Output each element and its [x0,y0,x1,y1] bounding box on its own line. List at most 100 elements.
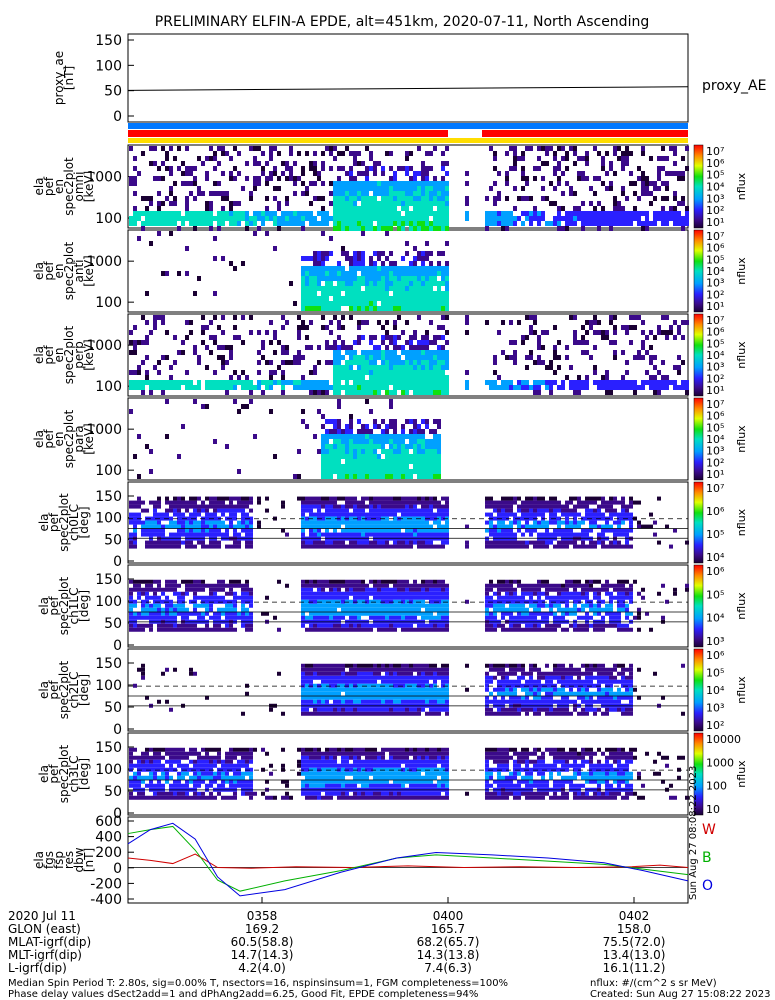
pitch-angle-pixel [521,524,525,529]
spectrogram-pixel [425,419,429,424]
pitch-angle-pixel [553,512,557,517]
pitch-angle-pixel [565,504,569,509]
spectrogram-pixel [425,191,429,196]
spectrogram-pixel [421,444,425,449]
spectrogram-pixel [289,171,293,176]
colorbar-label: nflux [735,676,748,704]
pitch-angle-pixel [217,579,221,584]
pitch-angle-pixel [485,583,489,588]
spectrogram-pixel [333,191,337,196]
pitch-angle-pixel [365,607,369,612]
spectrogram-pixel [429,181,433,186]
spectrogram-pixel [209,191,213,196]
spectrogram-pixel [149,221,153,226]
spectrogram-pixel [357,365,361,370]
spectrogram-pixel [441,191,445,196]
spectrogram-pixel [193,350,197,355]
spectrogram-pixel [261,340,265,345]
pitch-angle-pixel [325,504,329,509]
spectrogram-pixel [425,286,429,291]
spectrogram-pixel [373,434,377,439]
spectrogram-pixel [169,380,173,385]
spectrogram-pixel [185,271,189,276]
pitch-angle-pixel [621,512,625,517]
pitch-angle-pixel [437,532,441,537]
spectrogram-pixel [509,221,513,226]
pitch-angle-pixel [501,504,505,509]
spectrogram-pixel [309,161,313,166]
pitch-angle-pixel [333,603,337,608]
pitch-angle-pixel [285,583,289,588]
spectrogram-pixel [293,211,297,216]
spectrogram-pixel [333,271,337,276]
pitch-angle-pixel [569,532,573,537]
spectrogram-pixel [409,186,413,191]
pitch-angle-pixel [161,540,165,545]
pitch-angle-pixel [369,591,373,596]
spectrogram-pixel [337,325,341,330]
pitch-angle-pixel [445,583,449,588]
pitch-angle-pixel [317,603,321,608]
pitch-angle-pixel [301,611,305,616]
spectrogram-pixel [357,171,361,176]
pitch-angle-pixel [521,627,525,632]
spectrogram-pixel [169,166,173,171]
spectrogram-pixel [161,380,165,385]
spectrogram-pixel [313,151,317,156]
spectrogram-pixel [445,146,449,151]
pitch-angle-pixel [361,544,365,549]
spectrogram-pixel [361,231,365,236]
pitch-angle-pixel [241,603,245,608]
pitch-angle-pixel [241,524,245,529]
spectrogram-pixel [209,156,213,161]
pitch-angle-pixel [537,607,541,612]
spectrogram-pixel [369,151,373,156]
pitch-angle-pixel [385,611,389,616]
spectrogram-pixel [437,365,441,370]
spectrogram-pixel [329,454,333,459]
pitch-angle-pixel [445,595,449,600]
spectrogram-pixel [385,454,389,459]
spectrogram-pixel [229,176,233,181]
pitch-angle-pixel [233,583,237,588]
pitch-angle-pixel [193,579,197,584]
pitch-angle-pixel [401,512,405,517]
spectrogram-pixel [265,216,269,221]
pitch-angle-pixel [341,528,345,533]
spectrogram-pixel [313,281,317,286]
spectrogram-pixel [217,191,221,196]
spectrogram-pixel [173,196,177,201]
pitch-angle-pixel [305,500,309,505]
spectrogram-pixel [277,151,281,156]
spectrogram-pixel [357,459,361,464]
pitch-angle-pixel [129,603,133,608]
pitch-angle-pixel [485,496,489,501]
pitch-angle-pixel [189,524,193,529]
spectrogram-pixel [345,201,349,206]
pitch-angle-pixel [489,512,493,517]
pitch-angle-pixel [581,520,585,525]
spectrogram-pixel [409,385,413,390]
pitch-angle-pixel [489,540,493,545]
spectrogram-pixel [365,469,369,474]
pitch-angle-pixel [321,595,325,600]
pitch-angle-pixel [637,500,641,505]
pitch-angle-pixel [485,595,489,600]
pitch-angle-pixel [377,520,381,525]
spectrogram-pixel [345,171,349,176]
spectrogram-pixel [153,320,157,325]
pitch-angle-pixel [361,603,365,608]
spectrogram-pixel [685,221,689,226]
pitch-angle-pixel [529,587,533,592]
pitch-angle-pixel [493,599,497,604]
pitch-angle-pixel [193,508,197,513]
spectrogram-pixel [445,196,449,201]
spectrogram-pixel [585,221,589,226]
spectrogram-pixel [309,166,313,171]
pitch-angle-pixel [489,627,493,632]
pitch-angle-pixel [321,627,325,632]
spectrogram-pixel [361,206,365,211]
spectrogram-pixel [369,350,373,355]
spectrogram-pixel [429,429,433,434]
spectrogram-pixel [437,444,441,449]
